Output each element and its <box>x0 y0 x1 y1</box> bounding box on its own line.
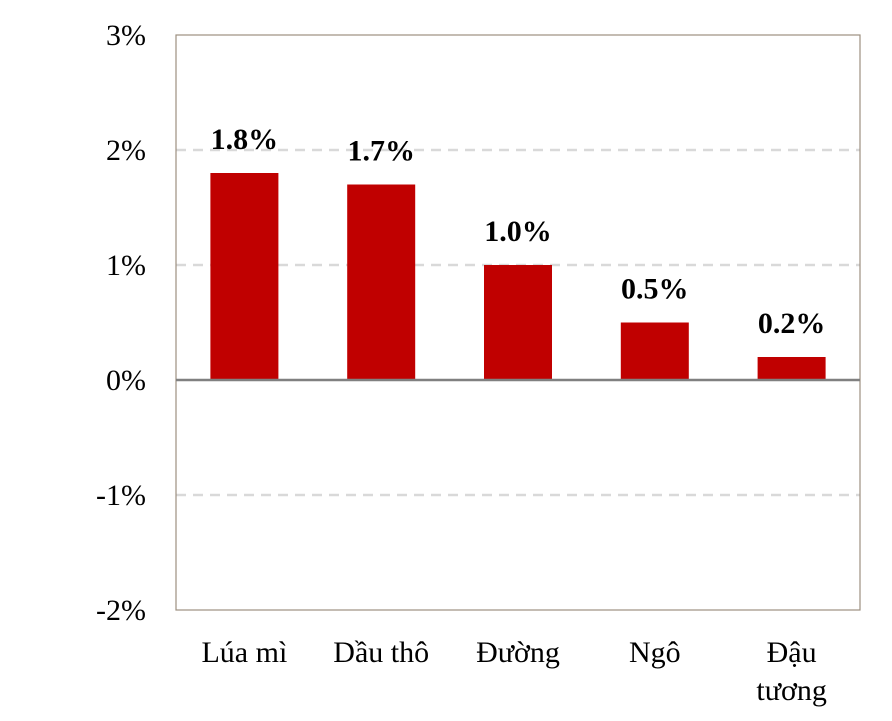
category-label-line: Ngô <box>629 636 681 669</box>
data-label: 1.7% <box>347 135 415 168</box>
category-label-line: Lúa mì <box>201 636 287 669</box>
y-tick-label: 2% <box>106 134 146 167</box>
category-label-line: tương <box>756 674 826 707</box>
bars <box>210 173 826 380</box>
category-label: Đường <box>476 636 560 669</box>
data-label: 1.8% <box>211 123 279 156</box>
y-tick-label: 3% <box>106 19 146 52</box>
axes <box>175 34 861 611</box>
category-label: Lúa mì <box>201 636 287 669</box>
data-label: 1.0% <box>484 215 552 248</box>
y-tick-label: -1% <box>96 479 146 512</box>
category-label-line: Đường <box>476 636 560 669</box>
category-label-line: Dầu thô <box>333 636 429 669</box>
y-tick-label: 0% <box>106 364 146 397</box>
category-label: Ngô <box>629 636 681 669</box>
bar <box>620 322 689 380</box>
bar <box>757 357 826 380</box>
y-tick-label: -2% <box>96 594 146 627</box>
category-label-line: Đậu <box>767 636 817 669</box>
labels: 3% 2% 1% 0% -1% -2% 1.8% Lúa mì 1.7% Dầu thô 1.0% Đ… <box>96 19 827 707</box>
data-label: 0.5% <box>621 273 689 306</box>
y-tick-label: 1% <box>106 249 146 282</box>
category-label: Dầu thô <box>333 636 429 669</box>
bar <box>484 265 552 380</box>
bar <box>210 173 279 380</box>
plot-frame <box>175 34 861 611</box>
bar <box>347 184 416 380</box>
category-label: Đậu tương <box>756 636 826 707</box>
data-label: 0.2% <box>758 307 826 340</box>
